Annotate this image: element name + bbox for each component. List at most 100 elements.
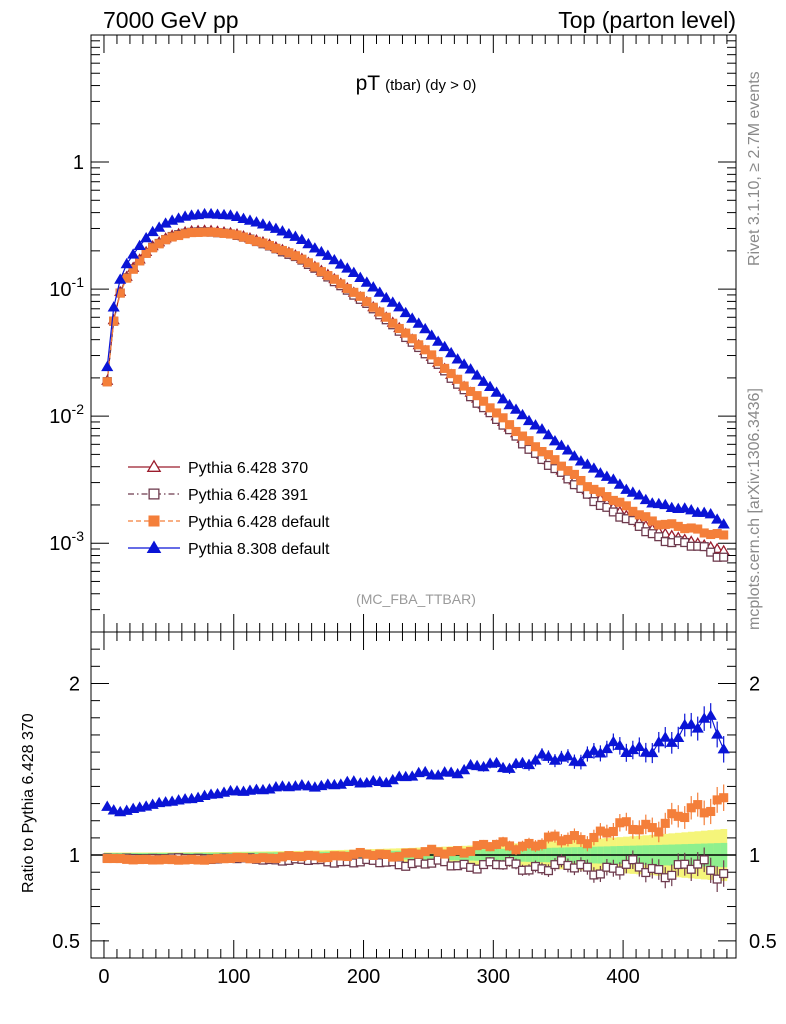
point-p8def bbox=[594, 467, 607, 478]
point-p391 bbox=[706, 547, 716, 557]
point-p8def bbox=[127, 248, 140, 259]
point-p8def bbox=[399, 306, 412, 318]
ratio-point-p6def bbox=[680, 812, 690, 823]
point-p8def bbox=[438, 340, 451, 352]
point-p8def bbox=[639, 493, 652, 505]
ratio-point-p8def bbox=[367, 774, 380, 786]
point-p8def bbox=[678, 502, 691, 513]
point-p8def bbox=[101, 360, 114, 372]
point-p8def bbox=[445, 346, 458, 358]
ratio-point-p391 bbox=[667, 870, 677, 880]
point-p8def bbox=[548, 435, 562, 446]
point-p6def bbox=[492, 408, 502, 418]
ratio-point-p391 bbox=[615, 866, 625, 876]
ratio-point-p6def bbox=[550, 831, 560, 841]
ratio-point-p6def bbox=[608, 826, 618, 837]
point-p6def bbox=[595, 487, 605, 497]
point-p391 bbox=[602, 502, 612, 512]
point-p6def bbox=[427, 350, 437, 360]
ratio-point-p8def bbox=[613, 739, 626, 750]
ratio-point-p8def bbox=[574, 755, 587, 767]
point-p8def bbox=[282, 227, 295, 239]
point-p6def bbox=[498, 413, 508, 423]
ratio-point-p6def bbox=[706, 806, 716, 817]
mcplots-reference-label: mcplots.cern.ch [arXiv:1306.3436] bbox=[746, 388, 763, 630]
point-p8def bbox=[334, 258, 347, 269]
point-p8def bbox=[341, 262, 354, 273]
ratio-y-tick-label: 1 bbox=[69, 845, 80, 867]
x-tick-label: 200 bbox=[347, 966, 380, 988]
point-p8def bbox=[458, 358, 471, 369]
point-p6def bbox=[368, 302, 378, 312]
point-p8def bbox=[354, 271, 367, 282]
point-p8def bbox=[321, 249, 334, 260]
point-p6def bbox=[381, 312, 391, 322]
point-p8def bbox=[256, 218, 270, 229]
ratio-point-p8def bbox=[529, 754, 542, 765]
point-p8def bbox=[529, 419, 542, 430]
ratio-point-p8def bbox=[471, 759, 484, 771]
point-p8def bbox=[243, 214, 257, 225]
ratio-point-p391 bbox=[719, 869, 729, 879]
point-p8def bbox=[483, 380, 497, 392]
ratio-point-p391 bbox=[582, 862, 592, 872]
point-p6def bbox=[543, 450, 554, 460]
point-p6def bbox=[511, 426, 521, 437]
point-p6def bbox=[336, 279, 346, 289]
main-plot-panel: 10-3 10-2 10-1 1 pT (tbar) (dy > 0) (MC_FBA_… bbox=[49, 34, 737, 633]
point-p8def bbox=[503, 398, 516, 410]
point-p8def bbox=[315, 245, 328, 257]
ratio-point-p8def bbox=[711, 728, 724, 739]
ratio-point-p391 bbox=[543, 866, 554, 876]
y-tick-label: 10-1 bbox=[49, 274, 84, 301]
legend-label-p8def: Pythia 8.308 default bbox=[188, 541, 330, 558]
point-p8def bbox=[665, 501, 678, 513]
ratio-point-p391 bbox=[556, 856, 566, 866]
ratio-point-p8def bbox=[373, 775, 386, 786]
ratio-point-p8def bbox=[302, 780, 315, 791]
point-p6def bbox=[569, 469, 579, 479]
ratio-point-p6def bbox=[693, 800, 703, 810]
point-p8def bbox=[477, 375, 490, 386]
y-tick-label: 1 bbox=[73, 152, 84, 174]
point-p8def bbox=[386, 296, 399, 307]
legend-label-p391: Pythia 6.428 391 bbox=[188, 487, 308, 504]
ratio-point-p8def bbox=[691, 722, 704, 733]
point-p8def bbox=[432, 335, 445, 346]
point-p6def bbox=[135, 256, 145, 266]
ratio-y-tick-label: 2 bbox=[69, 673, 80, 695]
point-p6def bbox=[407, 334, 417, 344]
point-p8def bbox=[373, 286, 386, 297]
point-p391 bbox=[628, 515, 638, 526]
ratio-point-p391 bbox=[699, 855, 709, 865]
point-p391 bbox=[654, 532, 664, 542]
point-p6def bbox=[446, 369, 456, 379]
point-p8def bbox=[328, 253, 341, 265]
point-p6def bbox=[141, 248, 151, 258]
point-p391 bbox=[608, 507, 618, 517]
plot-title: pT (tbar) (dy > 0) bbox=[356, 72, 477, 95]
ratio-point-p8def bbox=[607, 735, 620, 747]
point-p6def bbox=[362, 297, 372, 307]
ratio-y-tick-label-right: 0.5 bbox=[749, 931, 777, 953]
x-tick-label: 400 bbox=[606, 966, 639, 988]
point-p8def bbox=[568, 450, 581, 461]
point-p8def bbox=[406, 312, 419, 323]
point-p8def bbox=[289, 230, 302, 241]
point-p8def bbox=[276, 225, 289, 236]
point-p6def bbox=[530, 442, 541, 452]
point-p6def bbox=[472, 391, 482, 401]
point-p6def bbox=[485, 403, 495, 413]
ratio-point-p8def bbox=[347, 775, 360, 786]
point-p8def bbox=[581, 458, 594, 469]
point-p8def bbox=[561, 444, 575, 455]
ratio-point-p8def bbox=[665, 736, 678, 747]
ratio-point-p391 bbox=[511, 859, 521, 869]
ratio-point-p8def bbox=[542, 750, 555, 761]
ratio-point-p8def bbox=[717, 743, 730, 754]
x-tick-label: 0 bbox=[98, 966, 109, 988]
ratio-point-p8def bbox=[101, 800, 114, 811]
point-p8def bbox=[620, 483, 633, 494]
ratio-point-p8def bbox=[561, 749, 575, 761]
